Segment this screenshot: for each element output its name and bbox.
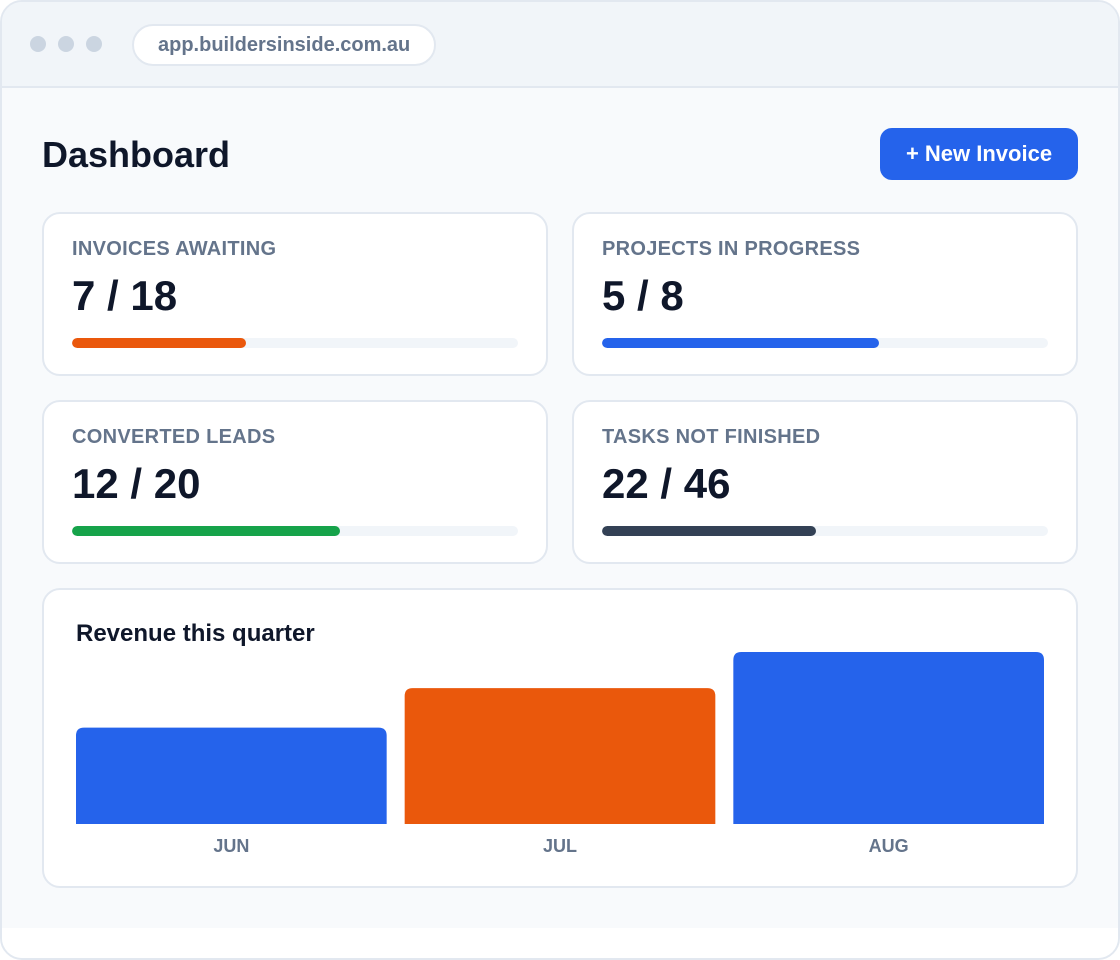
stat-value: 22 / 46	[602, 460, 731, 507]
bar-label-aug: AUG	[869, 836, 909, 856]
bar-label-jun: JUN	[213, 836, 249, 856]
chart-title: Revenue this quarter	[76, 620, 315, 647]
progress-fill	[602, 338, 879, 348]
stat-label: INVOICES AWAITING	[72, 238, 277, 260]
address-bar[interactable]: app.buildersinside.com.au	[132, 24, 437, 66]
stat-value: 12 / 20	[72, 460, 201, 507]
stat-label: PROJECTS IN PROGRESS	[602, 238, 861, 260]
window-bottom-strip	[2, 928, 1118, 958]
bar-jun	[76, 727, 387, 824]
page-title: Dashboard	[42, 134, 231, 175]
stat-card-projects-in-progress[interactable]: PROJECTS IN PROGRESS 5 / 8	[572, 212, 1078, 376]
progress-track	[72, 338, 518, 348]
stat-card-converted-leads[interactable]: CONVERTED LEADS 12 / 20	[42, 400, 548, 564]
stat-value: 7 / 18	[72, 272, 178, 319]
new-invoice-button[interactable]: + New Invoice	[880, 128, 1078, 180]
stat-card-invoices-awaiting[interactable]: INVOICES AWAITING 7 / 18	[42, 212, 548, 376]
bar-label-jul: JUL	[543, 836, 577, 856]
progress-fill	[602, 526, 817, 536]
revenue-chart-card: Revenue this quarter JUN JUL AUG	[42, 588, 1078, 888]
progress-track	[72, 526, 518, 536]
window-maximize-icon[interactable]	[86, 36, 102, 52]
revenue-bar-chart: JUN JUL AUG	[76, 652, 1044, 856]
progress-fill	[72, 526, 340, 536]
stat-label: CONVERTED LEADS	[72, 426, 276, 448]
browser-titlebar: app.buildersinside.com.au	[2, 2, 1118, 88]
bar-jul	[404, 688, 716, 824]
stat-card-tasks-not-finished[interactable]: TASKS NOT FINISHED 22 / 46	[572, 400, 1078, 564]
stat-value: 5 / 8	[602, 272, 684, 319]
window-minimize-icon[interactable]	[58, 36, 74, 52]
progress-fill	[72, 338, 246, 348]
bar-aug	[733, 652, 1044, 824]
progress-track	[602, 526, 1048, 536]
stat-label: TASKS NOT FINISHED	[602, 426, 821, 448]
window-close-icon[interactable]	[30, 36, 46, 52]
progress-track	[602, 338, 1048, 348]
